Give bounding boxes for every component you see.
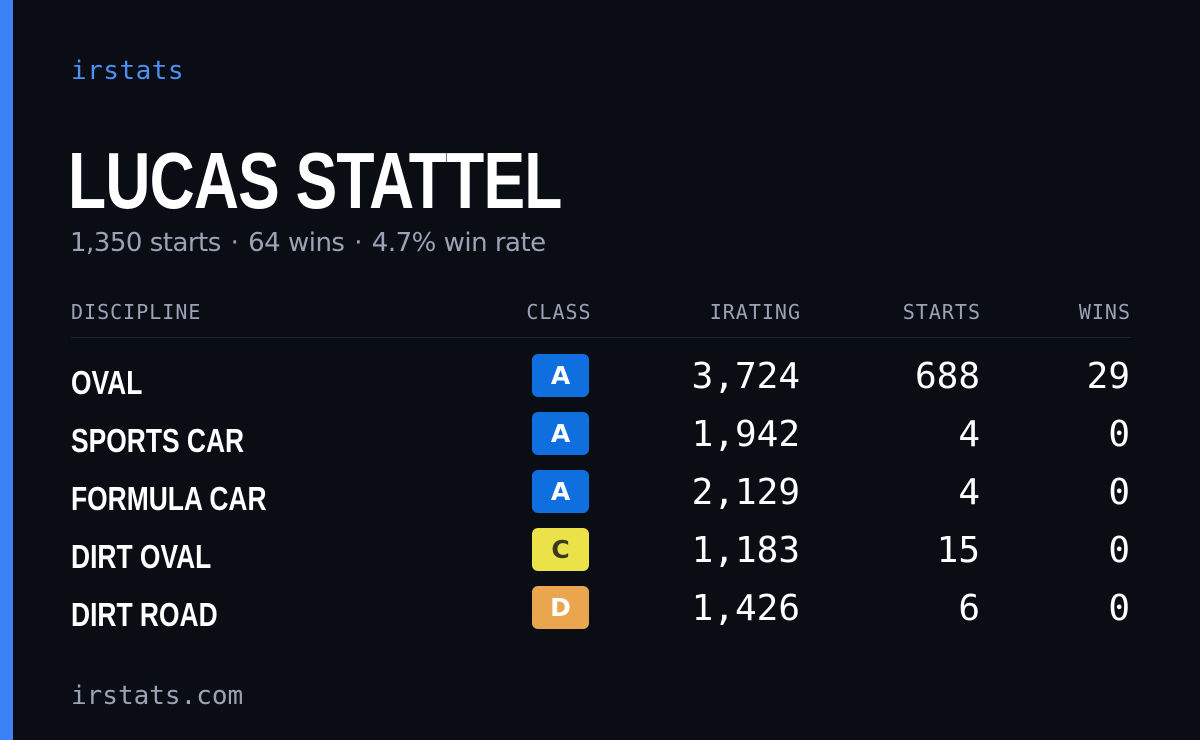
discipline-name: OVAL xyxy=(71,364,143,401)
discipline-name: DIRT OVAL xyxy=(71,538,212,575)
starts-value: 6 xyxy=(958,588,980,629)
class-badge: A xyxy=(532,412,589,455)
summary-starts: 1,350 starts xyxy=(70,228,221,258)
stats-table-body: OVAL A 3,724 688 29 SPORTS CAR A 1,942 4… xyxy=(71,352,1131,642)
wins-value: 0 xyxy=(1108,530,1130,571)
footer-url: irstats.com xyxy=(71,681,244,711)
wins-value: 29 xyxy=(1086,356,1130,397)
irating-value: 2,129 xyxy=(691,472,800,513)
header-wins: WINS xyxy=(1078,300,1131,324)
starts-value: 4 xyxy=(958,472,980,513)
class-badge: D xyxy=(532,586,589,629)
discipline-name: FORMULA CAR xyxy=(71,480,267,517)
class-badge: A xyxy=(532,470,589,513)
driver-name: LUCAS STATTEL xyxy=(68,136,562,225)
table-row: SPORTS CAR A 1,942 4 0 xyxy=(71,410,1131,468)
table-row: FORMULA CAR A 2,129 4 0 xyxy=(71,468,1131,526)
irating-value: 1,183 xyxy=(691,530,800,571)
irating-value: 1,426 xyxy=(691,588,800,629)
table-row: DIRT ROAD D 1,426 6 0 xyxy=(71,584,1131,642)
summary-win-rate: 4.7% win rate xyxy=(371,228,546,258)
summary-separator: · xyxy=(354,228,363,258)
class-badge: C xyxy=(532,528,589,571)
wins-value: 0 xyxy=(1108,414,1130,455)
discipline-name: DIRT ROAD xyxy=(71,596,218,633)
stats-table-header: DISCIPLINE CLASS IRATING STARTS WINS xyxy=(71,300,1131,338)
header-starts: STARTS xyxy=(902,300,981,324)
irating-value: 3,724 xyxy=(691,356,800,397)
header-class: CLASS xyxy=(526,300,592,324)
driver-summary: 1,350 starts · 64 wins · 4.7% win rate xyxy=(70,228,546,258)
starts-value: 15 xyxy=(936,530,980,571)
brand-logo-text: irstats xyxy=(71,56,185,86)
summary-wins: 64 wins xyxy=(248,228,345,258)
class-badge: A xyxy=(532,354,589,397)
wins-value: 0 xyxy=(1108,588,1130,629)
discipline-name: SPORTS CAR xyxy=(71,422,245,459)
wins-value: 0 xyxy=(1108,472,1130,513)
summary-separator: · xyxy=(230,228,239,258)
accent-bar xyxy=(0,0,13,740)
table-row: OVAL A 3,724 688 29 xyxy=(71,352,1131,410)
table-row: DIRT OVAL C 1,183 15 0 xyxy=(71,526,1131,584)
starts-value: 4 xyxy=(958,414,980,455)
header-discipline: DISCIPLINE xyxy=(71,300,202,324)
starts-value: 688 xyxy=(914,356,980,397)
irating-value: 1,942 xyxy=(691,414,800,455)
header-irating: IRATING xyxy=(709,300,801,324)
